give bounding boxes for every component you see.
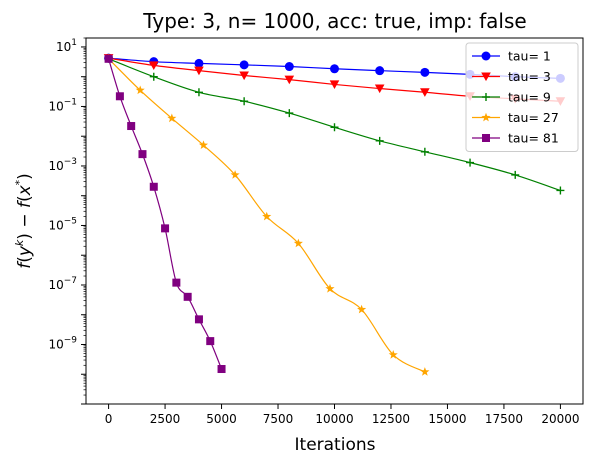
x-tick-label: 0 <box>105 412 113 426</box>
legend-item: tau= 27 <box>472 110 559 125</box>
y-tick-exponent: −1 <box>64 97 77 107</box>
y-tick-label: 10−9 <box>48 335 77 351</box>
data-point <box>388 350 398 359</box>
data-point <box>167 113 177 123</box>
legend-label: tau= 3 <box>508 69 551 84</box>
data-point <box>172 278 181 287</box>
y-tick-label: 10−3 <box>48 157 77 173</box>
y-tick-base: 10 <box>48 99 63 113</box>
y-tick-base: 10 <box>48 337 63 351</box>
legend-marker <box>481 51 491 61</box>
data-point <box>149 182 158 191</box>
data-point <box>330 123 339 132</box>
y-tick-base: 10 <box>48 159 63 173</box>
data-point <box>357 304 367 314</box>
data-point <box>511 170 520 179</box>
data-point <box>556 186 565 195</box>
data-point <box>285 109 294 118</box>
plot-area: 0 2500 5000 7500 10000 12500 15000 17500 20000 1… <box>48 37 584 426</box>
data-point <box>375 136 384 145</box>
y-tick-label: 10−5 <box>48 216 77 232</box>
data-point <box>420 67 430 77</box>
data-point <box>329 80 340 90</box>
legend-label: tau= 9 <box>508 90 551 105</box>
data-point <box>206 337 215 346</box>
x-tick-label: 12500 <box>372 412 410 426</box>
data-point <box>375 66 385 76</box>
legend-marker <box>482 93 490 101</box>
x-axis-label: Iterations <box>295 435 376 455</box>
legend-item: tau= 3 <box>472 69 551 84</box>
legend-item: tau= 81 <box>472 131 559 146</box>
legend-label: tau= 81 <box>508 131 559 146</box>
legend-marker <box>482 134 490 142</box>
x-tick-label: 10000 <box>315 412 353 426</box>
data-point <box>198 140 209 150</box>
data-point <box>183 292 192 301</box>
x-tick-label: 15000 <box>428 412 466 426</box>
data-point <box>149 72 158 81</box>
y-tick-label: 10−7 <box>48 276 77 292</box>
data-point <box>135 85 145 95</box>
data-point <box>148 61 159 70</box>
data-point <box>420 147 429 156</box>
y-tick-exponent: −5 <box>64 216 77 226</box>
legend-marker <box>481 72 491 82</box>
data-point <box>262 211 272 221</box>
data-point <box>161 224 170 233</box>
data-point <box>374 84 385 94</box>
data-point <box>420 367 430 376</box>
y-tick-label: 10−1 <box>48 97 77 113</box>
y-tick-label: 101 <box>56 38 77 54</box>
data-point <box>420 88 430 97</box>
data-point <box>293 238 303 248</box>
y-tick-base: 10 <box>48 218 63 232</box>
data-point <box>127 122 136 131</box>
x-axis-ticks: 0 2500 5000 7500 10000 12500 15000 17500 20000 <box>105 404 580 426</box>
y-tick-exponent: −7 <box>64 276 77 286</box>
legend-label: tau= 27 <box>508 110 559 125</box>
chart-title: Type: 3, n= 1000, acc: true, imp: false <box>142 9 526 33</box>
data-point <box>138 150 147 159</box>
data-point <box>466 158 475 167</box>
legend: tau= 1 tau= 3 tau= 9 tau= 27 tau= 81 <box>465 42 579 152</box>
data-point <box>325 283 335 293</box>
y-tick-exponent: −9 <box>64 335 78 345</box>
y-tick-exponent: 1 <box>71 38 77 48</box>
legend-label: tau= 1 <box>508 49 551 64</box>
data-point <box>239 71 249 81</box>
legend-box <box>465 42 579 152</box>
data-point <box>194 66 204 76</box>
data-point <box>284 75 295 85</box>
x-tick-label: 2500 <box>150 412 181 426</box>
y-axis-label: f(yk) − f(x*) <box>13 173 35 269</box>
data-point <box>194 88 203 97</box>
legend-marker <box>481 112 491 122</box>
data-point <box>330 64 339 74</box>
data-point <box>194 315 203 324</box>
data-point <box>284 62 294 72</box>
data-point <box>194 58 204 68</box>
x-tick-label: 17500 <box>485 412 523 426</box>
series-tau-81 <box>104 54 226 374</box>
data-point <box>240 97 249 106</box>
x-tick-label: 20000 <box>541 412 579 426</box>
legend-item: tau= 1 <box>472 49 551 64</box>
data-point <box>115 92 124 101</box>
y-tick-exponent: −3 <box>64 157 77 167</box>
data-point <box>230 170 240 179</box>
data-point <box>104 54 113 63</box>
y-tick-base: 10 <box>56 40 71 54</box>
data-point <box>239 60 249 70</box>
y-tick-base: 10 <box>48 278 63 292</box>
data-point <box>217 365 226 374</box>
legend-item: tau= 9 <box>472 90 551 105</box>
x-tick-label: 7500 <box>263 412 294 426</box>
x-tick-label: 5000 <box>206 412 237 426</box>
